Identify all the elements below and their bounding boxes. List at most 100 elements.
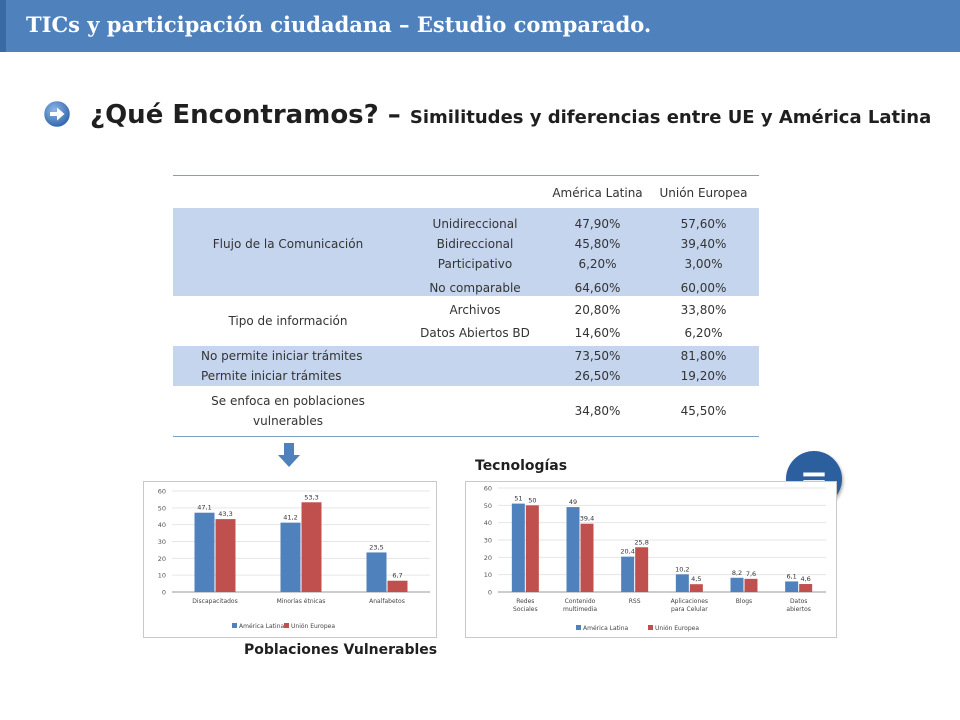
cell-value: 57,60%	[680, 217, 727, 231]
row-sublabel: Archivos	[449, 303, 501, 317]
x-tick-label: abiertos	[786, 606, 810, 613]
data-label: 47,1	[197, 504, 211, 512]
row-sublabel: Bidireccional	[436, 237, 514, 251]
bar	[525, 505, 539, 592]
bar	[511, 503, 525, 592]
legend-label: América Latina	[583, 625, 628, 632]
cell-value: 39,40%	[680, 237, 727, 251]
column-header: Unión Europea	[648, 175, 759, 208]
data-label: 51	[514, 495, 522, 503]
bar	[580, 523, 594, 592]
bar	[566, 507, 580, 592]
data-label: 4,6	[800, 575, 810, 583]
data-label: 43,3	[218, 510, 232, 518]
data-label: 8,2	[732, 569, 742, 577]
row-label: No permite iniciar trámites	[201, 349, 363, 363]
data-label: 49	[569, 498, 577, 506]
heading-main: ¿Qué Encontramos?	[90, 100, 379, 130]
bar	[689, 584, 703, 592]
data-label: 6,7	[392, 572, 402, 580]
data-label: 6,1	[786, 572, 796, 580]
cell-value: 45,80%	[574, 237, 621, 251]
heading-subtitle: Similitudes y diferencias entre UE y Amé…	[409, 107, 932, 128]
x-tick-label: Aplicaciones	[671, 598, 708, 605]
table-row: Flujo de la Comunicación Unidireccional …	[173, 208, 759, 280]
cell-value: 81,80%	[680, 349, 727, 363]
bar	[366, 552, 387, 592]
data-label: 4,5	[691, 575, 701, 583]
y-tick-label: 50	[484, 502, 492, 510]
bar-chart-poblaciones: 0 10 20 30 40 50 60 47,1 43,3 Discapacitados 41,2 5…	[158, 488, 430, 630]
arrow-down-icon	[278, 443, 300, 467]
chart-panel-poblaciones: 0 10 20 30 40 50 60 47,1 43,3 Discapacitados 41,2 5…	[143, 481, 437, 638]
table-row: No comparable 64,60% 60,00%	[173, 280, 759, 296]
cell-value: 6,20%	[578, 257, 617, 271]
row-sublabel: Participativo	[437, 257, 513, 271]
data-label: 23,5	[369, 543, 383, 551]
x-tick-label: RSS	[629, 598, 641, 605]
x-tick-label: Contenido	[565, 598, 596, 605]
bar	[635, 547, 649, 592]
y-tick-label: 30	[158, 538, 166, 546]
y-tick-label: 10	[158, 572, 166, 580]
cell-value: 60,00%	[680, 281, 727, 295]
legend-swatch	[576, 625, 581, 630]
row-sublabel: No comparable	[429, 281, 521, 295]
bar	[744, 578, 758, 592]
x-tick-label: Analfabetos	[369, 598, 405, 605]
row-label: Flujo de la Comunicación	[212, 237, 364, 251]
legend-swatch	[648, 625, 653, 630]
row-sublabel: Unidireccional	[432, 217, 518, 231]
y-tick-label: 40	[484, 519, 492, 527]
bar	[675, 574, 689, 592]
y-tick-label: 60	[484, 485, 492, 493]
x-tick-label: Sociales	[513, 606, 538, 613]
chart-caption-tecnologias: Tecnologías	[475, 458, 568, 474]
y-tick-label: 20	[158, 555, 166, 563]
comparison-table: América Latina Unión Europea Flujo de la…	[173, 175, 759, 437]
data-label: 10,2	[675, 565, 689, 573]
cell-value: 14,60%	[574, 326, 621, 340]
y-tick-label: 0	[488, 589, 492, 597]
cell-value: 73,50%	[574, 349, 621, 363]
bar	[301, 502, 322, 592]
x-tick-label: Minorías étnicas	[277, 598, 326, 605]
bar	[799, 584, 813, 592]
x-tick-label: Redes	[516, 598, 534, 605]
data-label: 7,6	[746, 570, 756, 578]
data-label: 50	[528, 496, 536, 504]
row-label: Se enfoca en poblaciones vulnerables	[173, 386, 403, 437]
y-tick-label: 20	[484, 554, 492, 562]
row-label: Tipo de información	[228, 314, 348, 328]
bar	[215, 519, 236, 592]
bar	[785, 581, 799, 592]
bar	[194, 512, 215, 592]
y-tick-label: 40	[158, 521, 166, 529]
data-label: 41,2	[283, 514, 297, 522]
x-tick-label: multimedia	[563, 606, 597, 613]
column-header: América Latina	[547, 175, 648, 208]
cell-value: 64,60%	[574, 281, 621, 295]
legend-label: Unión Europea	[291, 623, 335, 630]
legend-swatch	[284, 623, 289, 628]
chart-caption-poblaciones: Poblaciones Vulnerables	[244, 642, 438, 658]
table-header-row: América Latina Unión Europea	[173, 175, 759, 208]
cell-value: 26,50%	[574, 369, 621, 383]
cell-value: 47,90%	[574, 217, 621, 231]
x-tick-label: Discapacitados	[192, 598, 237, 605]
data-label: 25,8	[634, 538, 648, 546]
row-sublabel: Datos Abiertos BD	[420, 326, 530, 340]
x-tick-label: Datos	[790, 598, 807, 605]
x-tick-label: Blogs	[736, 598, 752, 605]
chart-panel-tecnologias: 0 10 20 30 40 50 60 51 50 Redes Sociales 49 39,4 Cont…	[465, 481, 837, 638]
cell-value: 45,50%	[648, 386, 759, 437]
cell-value: 20,80%	[574, 303, 621, 317]
data-label: 20,4	[620, 548, 634, 556]
cell-value: 3,00%	[684, 257, 723, 271]
x-tick-label: para Celular	[671, 606, 708, 613]
table-row: No permite iniciar trámites Permite inic…	[173, 346, 759, 386]
bar	[730, 577, 744, 592]
legend-swatch	[232, 623, 237, 628]
cell-value: 34,80%	[547, 386, 648, 437]
